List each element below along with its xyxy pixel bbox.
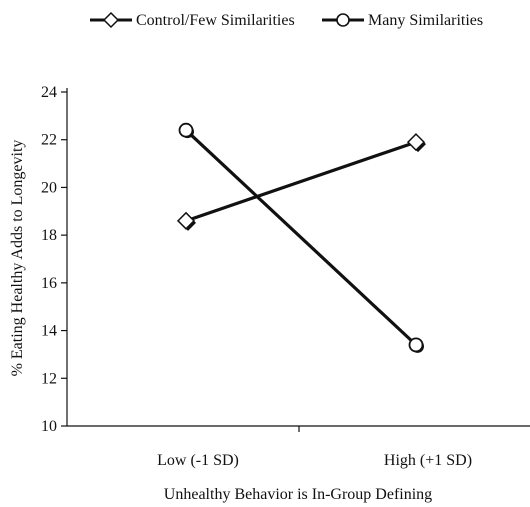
- legend-marker: [102, 11, 120, 29]
- y-tick-label: 22: [41, 132, 57, 149]
- x-tick-label: Low (-1 SD): [157, 452, 239, 469]
- data-point: [176, 211, 196, 230]
- legend-label: Control/Few Similarities: [136, 12, 295, 29]
- data-point: [408, 337, 424, 353]
- axes: 10 12 14 16 18 20 22 24 Low (-1 SD) High (+1 SD): [41, 84, 530, 469]
- series-control-few-similarities: [176, 133, 426, 231]
- data-point: [178, 122, 194, 138]
- y-tick-label: 14: [41, 323, 57, 340]
- legend-item: Many Similarities: [322, 12, 483, 29]
- series-line: [184, 129, 418, 347]
- series-many-similarities: [178, 122, 424, 353]
- legend-label: Many Similarities: [368, 12, 483, 29]
- y-axis-label: % Eating Healthy Adds to Longevity: [9, 140, 26, 377]
- x-axis-label: Unhealthy Behavior is In-Group Defining: [164, 486, 432, 503]
- legend-marker: [336, 13, 350, 27]
- y-tick-label: 24: [41, 84, 57, 101]
- series-group: [176, 122, 426, 353]
- y-tick-label: 20: [41, 179, 57, 196]
- y-tick-label: 10: [41, 418, 57, 435]
- legend: Control/Few Similarities Many Similaritie…: [90, 11, 483, 29]
- y-tick-label: 12: [41, 370, 57, 387]
- series-line: [185, 140, 417, 223]
- y-tick-label: 18: [41, 227, 57, 244]
- data-point: [406, 133, 426, 152]
- y-tick-label: 16: [41, 275, 57, 292]
- legend-item: Control/Few Similarities: [90, 11, 295, 29]
- x-tick-label: High (+1 SD): [384, 452, 472, 469]
